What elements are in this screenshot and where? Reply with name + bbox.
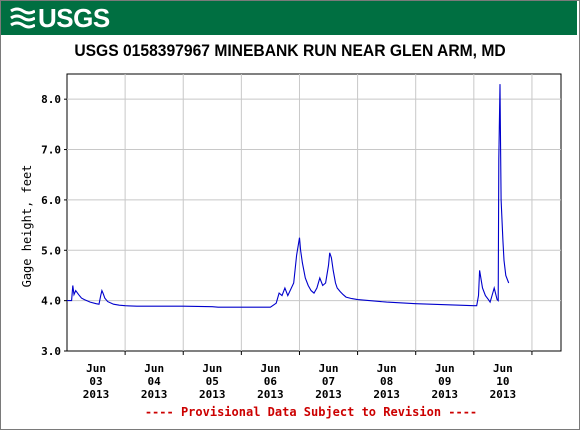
usgs-logo-text: USGS <box>38 3 110 33</box>
x-tick-label: 10 <box>496 375 509 388</box>
y-tick-label: 5.0 <box>41 244 61 257</box>
y-tick-label: 4.0 <box>41 295 61 308</box>
y-tick-label: 6.0 <box>41 194 61 207</box>
x-axis-ticks: Jun032013Jun042013Jun052013Jun062013Jun0… <box>83 362 516 401</box>
usgs-banner: USGS <box>1 1 577 35</box>
grid-lines <box>67 74 561 355</box>
x-tick-label: Jun <box>260 362 280 375</box>
x-tick-label: 05 <box>206 375 219 388</box>
plot-area <box>66 73 562 352</box>
x-tick-label: 09 <box>438 375 451 388</box>
y-tick-label: 7.0 <box>41 144 61 157</box>
x-tick-label: 2013 <box>432 388 459 401</box>
usgs-wave-icon <box>10 7 35 29</box>
x-tick-label: 06 <box>264 375 278 388</box>
y-tick-label: 3.0 <box>41 345 61 358</box>
x-tick-label: Jun <box>144 362 164 375</box>
x-tick-label: 2013 <box>199 388 226 401</box>
y-axis-label: Gage height, feet <box>20 165 34 288</box>
gage-height-series-line <box>67 84 510 308</box>
series-layer <box>67 84 510 308</box>
x-tick-label: 03 <box>89 375 102 388</box>
x-tick-label: 2013 <box>141 388 168 401</box>
x-tick-label: 04 <box>148 375 162 388</box>
x-tick-label: 2013 <box>315 388 342 401</box>
x-tick-label: 2013 <box>257 388 284 401</box>
x-tick-label: Jun <box>202 362 222 375</box>
x-tick-label: 08 <box>380 375 393 388</box>
plot-border <box>66 73 562 352</box>
x-tick-label: 2013 <box>490 388 517 401</box>
x-tick-label: 2013 <box>373 388 400 401</box>
chart-title: USGS 0158397967 MINEBANK RUN NEAR GLEN A… <box>74 41 506 60</box>
x-tick-label: 2013 <box>83 388 110 401</box>
x-tick-label: Jun <box>319 362 339 375</box>
usgs-logo[interactable]: USGS <box>9 4 110 32</box>
x-tick-label: Jun <box>493 362 513 375</box>
x-tick-label: 07 <box>322 375 335 388</box>
x-tick-label: Jun <box>435 362 455 375</box>
x-tick-label: Jun <box>86 362 106 375</box>
provisional-note: ---- Provisional Data Subject to Revisio… <box>145 405 477 419</box>
y-axis-ticks: 3.0 4.0 5.0 6.0 7.0 8.0 <box>41 93 67 358</box>
x-tick-label: Jun <box>377 362 397 375</box>
y-tick-label: 8.0 <box>41 93 61 106</box>
